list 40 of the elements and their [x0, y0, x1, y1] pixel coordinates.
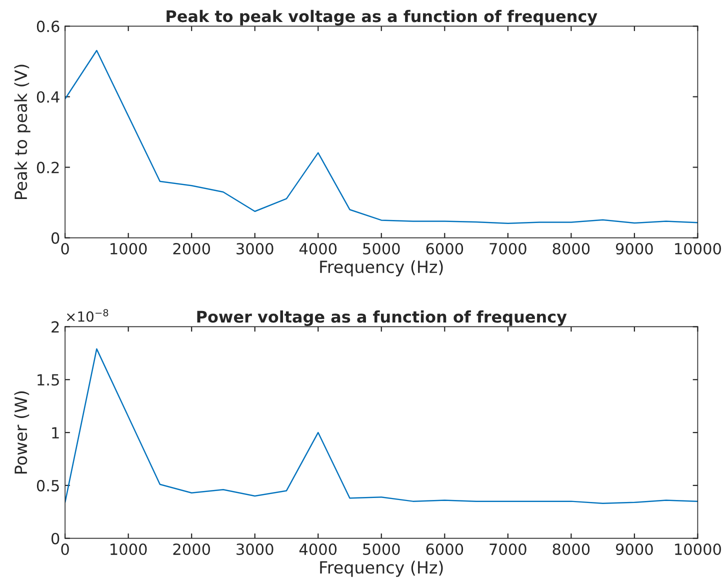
chart-title: Power voltage as a function of frequency: [197, 310, 567, 326]
y-tick-label: 0.4: [36, 91, 60, 103]
x-tick-label: 3000: [236, 543, 274, 556]
x-tick-label: 5000: [363, 242, 400, 255]
line-series: [65, 50, 698, 224]
x-tick-label: 10000: [675, 543, 721, 556]
x-tick-label: 4000: [299, 242, 337, 255]
y-tick-label: 0.2: [36, 162, 59, 174]
x-tick-label: 7000: [490, 543, 526, 556]
x-tick-label: 10000: [675, 242, 721, 255]
x-tick-label: 9000: [616, 543, 653, 556]
x-tick-label: 1000: [110, 242, 147, 255]
line-series: [65, 348, 698, 504]
x-axis-title: Frequency (Hz): [320, 260, 443, 276]
x-tick-label: 5000: [363, 543, 400, 556]
x-tick-label: 4000: [299, 543, 337, 556]
x-tick-label: 8000: [552, 543, 590, 556]
x-axis-title: Frequency (Hz): [320, 560, 443, 577]
y-tick-label: 2: [52, 321, 59, 333]
x-tick-label: 2000: [173, 242, 210, 255]
y-tick-label: 0: [51, 532, 60, 544]
y-axis-title: Power (W): [14, 391, 30, 474]
x-tick-label: 7000: [490, 242, 526, 255]
x-tick-label: 0: [61, 242, 69, 255]
y-tick-label: 1.5: [38, 374, 59, 386]
x-tick-label: 6000: [426, 242, 464, 255]
text: ×10$^{−8}$: [66, 309, 108, 322]
x-tick-label: 8000: [552, 242, 590, 255]
chart-title: Peak to peak voltage as a function of frequency: [166, 10, 598, 26]
y-tick-label: 0.5: [36, 480, 59, 492]
y-axis-title: Peak to peak (V): [14, 64, 30, 200]
x-tick-label: 3000: [236, 242, 274, 255]
x-tick-label: 2000: [173, 543, 210, 556]
y-tick-label: 0.6: [36, 20, 60, 32]
y-tick-label: 1: [52, 427, 59, 438]
x-tick-label: 9000: [616, 242, 653, 255]
x-tick-label: 0: [61, 543, 69, 556]
y-tick-label: 0: [51, 232, 60, 244]
x-tick-label: 1000: [110, 543, 147, 556]
x-tick-label: 6000: [426, 543, 464, 556]
